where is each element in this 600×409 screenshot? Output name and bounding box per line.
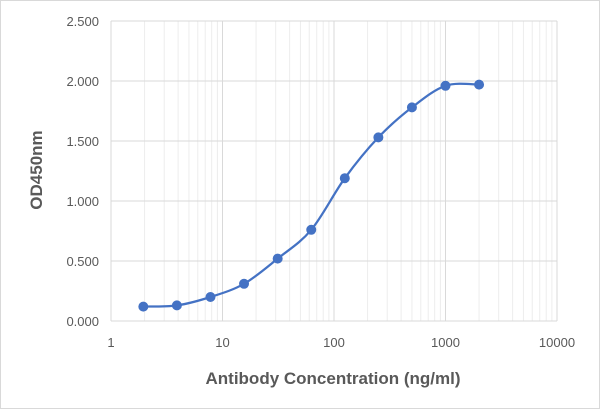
y-tick-label: 0.000: [66, 314, 99, 329]
y-tick-label: 0.500: [66, 254, 99, 269]
x-tick-label: 1000: [431, 335, 460, 350]
y-tick-label: 2.500: [66, 14, 99, 29]
data-point: [440, 80, 451, 91]
data-point: [406, 102, 417, 113]
data-point: [474, 79, 485, 90]
data-point: [373, 132, 384, 143]
y-tick-label: 2.000: [66, 74, 99, 89]
series-layer: [138, 79, 485, 312]
axis-layer: 1 10 100 1000 10000 0.000 0.500 1.000 1.500 2.000…: [66, 14, 575, 350]
data-point: [239, 278, 250, 289]
data-point: [138, 301, 149, 312]
grid-layer: [110, 20, 558, 322]
y-axis-title: OD450nm: [27, 130, 46, 209]
x-axis-title: Antibody Concentration (ng/ml): [206, 369, 461, 388]
x-tick-label: 10000: [539, 335, 575, 350]
x-tick-label: 1: [107, 335, 114, 350]
x-tick-label: 100: [323, 335, 345, 350]
data-point: [171, 300, 182, 311]
x-tick-label: 10: [215, 335, 229, 350]
data-point: [306, 224, 317, 235]
data-point: [205, 292, 216, 302]
data-point: [339, 173, 350, 184]
data-point: [272, 253, 283, 264]
y-tick-label: 1.000: [66, 194, 99, 209]
y-tick-label: 1.500: [66, 134, 99, 149]
